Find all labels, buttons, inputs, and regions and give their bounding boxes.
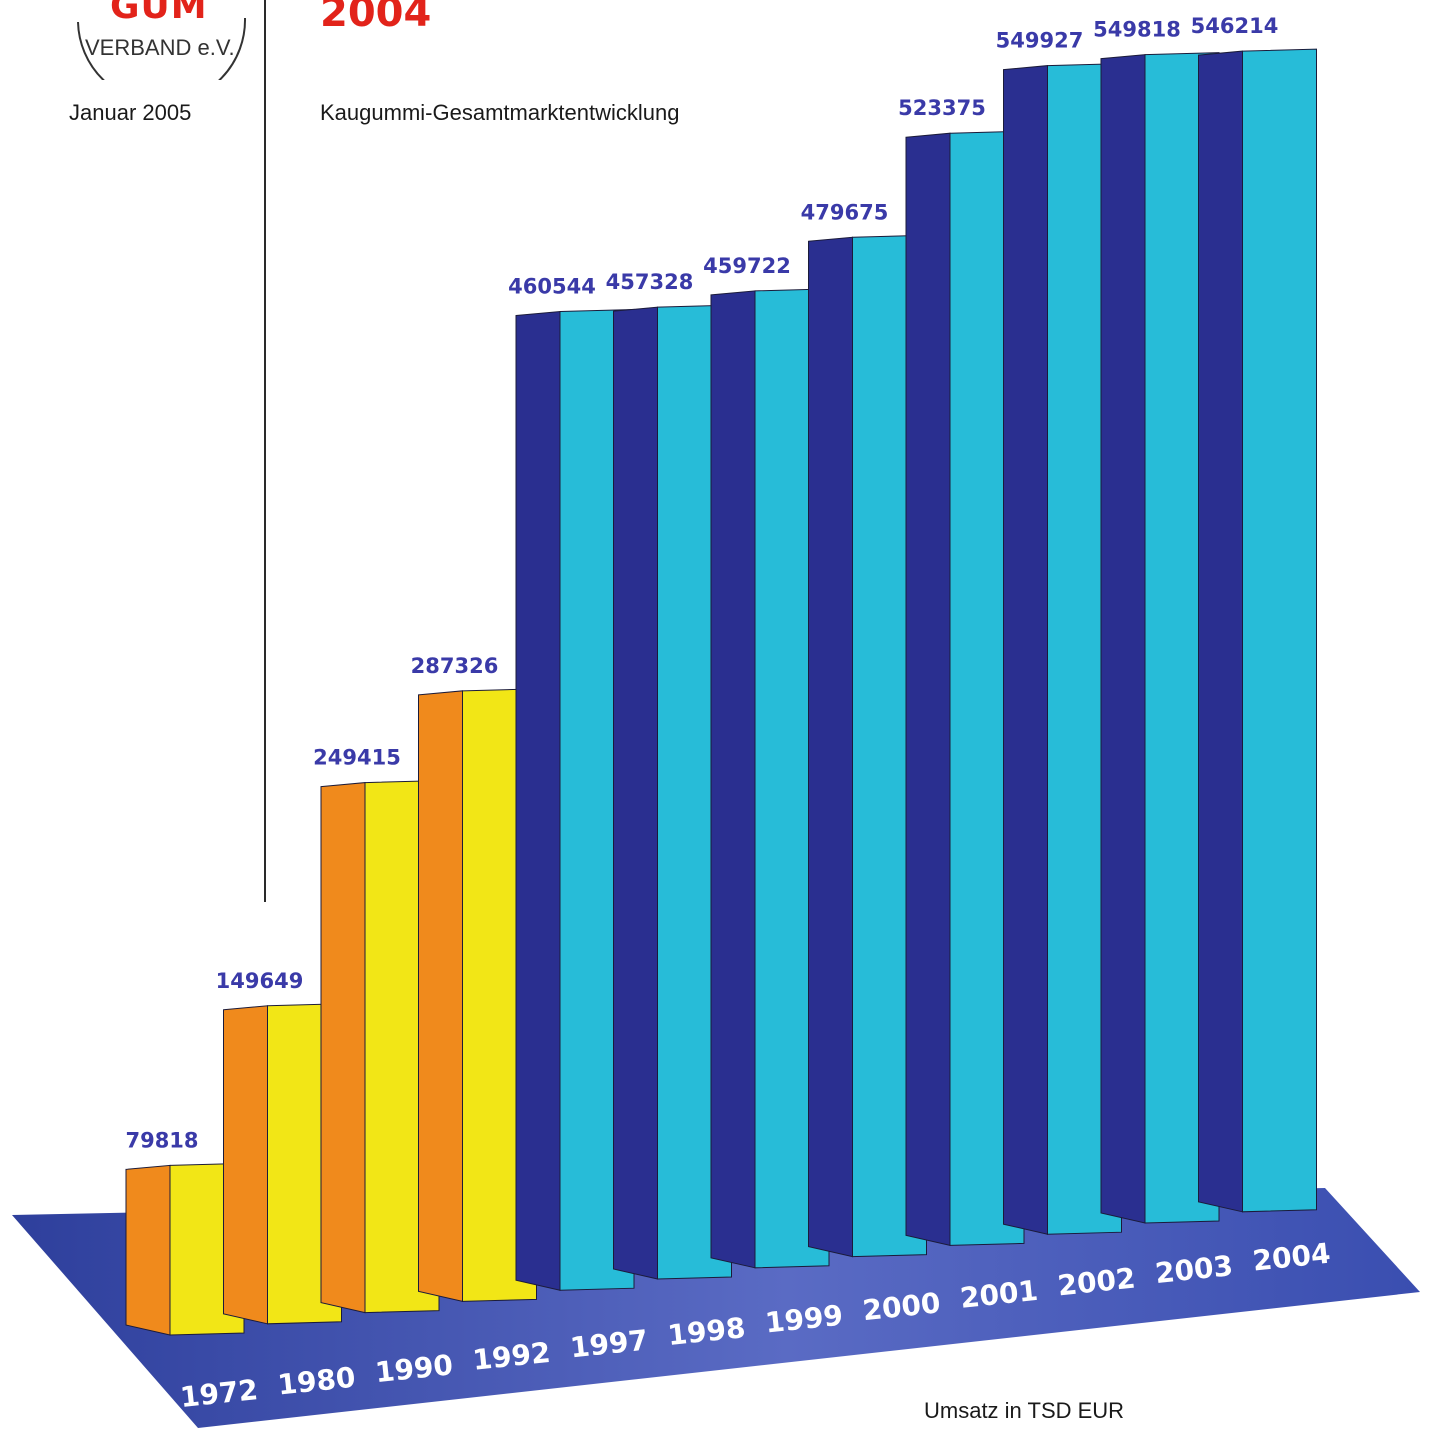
bar-side-1992 [418,690,463,1303]
value-label-1998: 457328 [606,270,694,294]
value-label-1972: 79818 [125,1128,198,1152]
unit-label: Umsatz in TSD EUR [924,1398,1125,1423]
category-label-2003: 2003 [1154,1249,1235,1290]
gum-verband-logo: VERBAND e.V. GUM [0,0,270,105]
category-label-1972: 1972 [179,1373,260,1414]
divider-line [264,0,266,902]
logo-ring-text: VERBAND e.V. [85,35,235,60]
value-label-2002: 549927 [996,29,1084,53]
bar-side-1998 [613,306,658,1280]
category-label-2004: 2004 [1251,1237,1332,1278]
value-label-2001: 523375 [898,96,986,120]
value-label-1980: 149649 [216,969,304,993]
bar-side-2004 [1198,50,1243,1213]
category-label-2000: 2000 [861,1286,942,1327]
bar-side-2002 [1003,65,1048,1235]
bar-side-1997 [515,310,561,1291]
report-year: 2004 [320,0,432,36]
bar-side-2000 [808,236,853,1258]
bar-side-2003 [1100,54,1146,1224]
category-label-2001: 2001 [959,1274,1040,1315]
value-label-2000: 479675 [801,200,889,224]
category-label-1998: 1998 [666,1311,747,1352]
value-label-1992: 287326 [411,654,499,678]
bar-side-1980 [223,1005,268,1325]
logo-text: GUM [110,0,208,27]
chart-subtitle: Kaugummi-Gesamtmarktentwicklung [320,100,680,125]
bar-side-1990 [320,782,366,1314]
value-label-1997: 460544 [508,275,596,299]
report-date: Januar 2005 [69,100,192,125]
category-label-2002: 2002 [1056,1261,1137,1302]
bar-2004 [1198,48,1317,1213]
bar-side-1972 [125,1164,171,1336]
category-label-1990: 1990 [374,1348,455,1389]
value-label-1999: 459722 [703,254,791,278]
category-label-1980: 1980 [276,1361,357,1402]
category-label-1997: 1997 [569,1323,650,1364]
value-label-1990: 249415 [313,746,401,770]
bar-front-2004 [1242,48,1317,1213]
value-label-2003: 549818 [1093,18,1181,42]
bar-side-1999 [710,290,756,1269]
bar-side-2001 [905,132,951,1247]
category-label-1992: 1992 [471,1336,552,1377]
value-label-2004: 546214 [1191,14,1279,38]
category-label-1999: 1999 [764,1299,845,1340]
